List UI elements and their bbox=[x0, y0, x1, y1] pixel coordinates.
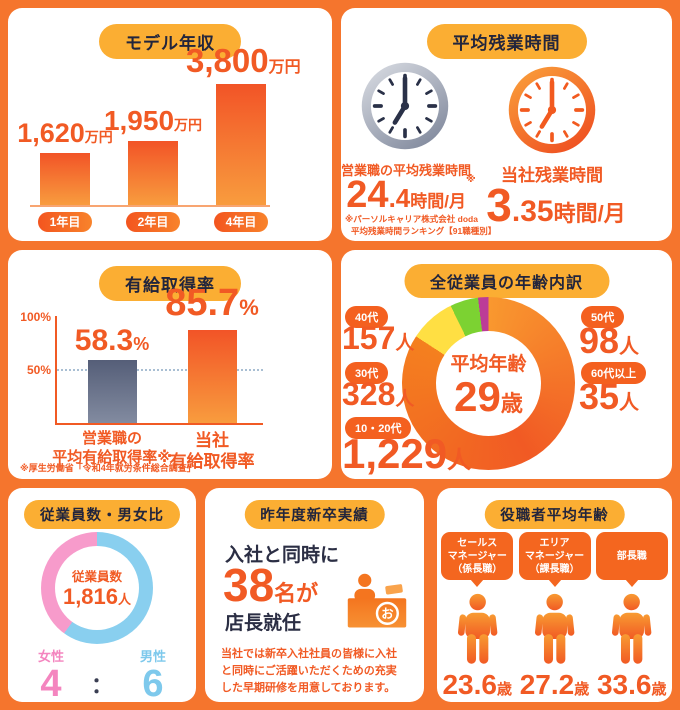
bar-value: 3,800万円 bbox=[186, 42, 301, 79]
bar-value: 1,620万円 bbox=[17, 118, 113, 148]
age-badge-10-20s: 10・20代 bbox=[345, 417, 412, 439]
age-donut-chart: 平均年齢 29歳 bbox=[402, 297, 575, 470]
age-badge-60s-over: 60代以上 bbox=[581, 362, 647, 384]
age-count-60s-over: 35人 bbox=[579, 376, 640, 417]
bar-year4 bbox=[216, 84, 266, 205]
company-overtime-caption: 当社残業時間 bbox=[501, 166, 603, 185]
employee-count-label: 従業員数 bbox=[71, 570, 122, 585]
age-count-30s: 328人 bbox=[342, 376, 415, 412]
recruit-headline-2: 38名が bbox=[223, 559, 319, 611]
manager-director: 部長職 33.6歳 bbox=[595, 532, 669, 701]
bar-value-industry: 58.3% bbox=[74, 324, 150, 357]
industry-overtime-caption: 営業職の平均残業時間 bbox=[341, 163, 472, 178]
paid-leave-footnote: ※厚生労働省「令和4年就労条件総合調査」 bbox=[20, 463, 196, 473]
panel-new-graduates: 昨年度新卒実績 入社と同時に 38名が 店長就任 お 当社では新卒入社社員の皆様… bbox=[205, 488, 424, 702]
panel-paid-leave: 有給取得率 100% 50% 58.3% 85.7% 営業職の 平均有給取得率※ … bbox=[8, 250, 332, 479]
clock-icon-gray bbox=[361, 62, 449, 150]
male-ratio: 男性 6 bbox=[139, 649, 166, 702]
gender-donut-chart: 従業員数 1,816人 bbox=[41, 532, 153, 644]
bar-industry-paid-leave bbox=[88, 360, 137, 423]
panel-title-badge: 役職者平均年齢 bbox=[484, 500, 625, 529]
female-ratio: 女性 4 bbox=[37, 649, 64, 702]
panel-age-breakdown: 全従業員の年齢内訳 平均年齢 29歳 40代 157人 30代 328人 10・… bbox=[341, 250, 672, 479]
manager-area: エリア マネージャー （課長職） 27.2歳 bbox=[518, 532, 592, 701]
panel-overtime: 平均残業時間 営業職の平均残業時間 24.4時間/月※ ※パーソルキャリア株式会… bbox=[341, 8, 672, 241]
age-badge-50s: 50代 bbox=[581, 306, 625, 328]
employee-count-value: 1,816人 bbox=[62, 584, 132, 610]
y-axis-label-50: 50% bbox=[26, 363, 51, 377]
speech-bubble: セールス マネージャー （係長職） bbox=[441, 532, 514, 580]
average-age-label: 平均年齢 bbox=[450, 354, 527, 375]
svg-text:お: お bbox=[381, 607, 393, 621]
gender-donut-center: 従業員数 1,816人 bbox=[55, 546, 139, 630]
manager-sales: セールス マネージャー （係長職） 23.6歳 bbox=[440, 532, 514, 701]
bar-label-year2: 2年目 bbox=[126, 212, 180, 232]
panel-title-badge: 有給取得率 bbox=[99, 266, 241, 301]
manager-age-value: 23.6歳 bbox=[442, 669, 512, 700]
panel-title-badge: 昨年度新卒実績 bbox=[244, 500, 385, 529]
y-axis bbox=[55, 316, 57, 425]
manager-age-value: 27.2歳 bbox=[519, 669, 590, 700]
bar-value: 1,950万円 bbox=[103, 105, 203, 136]
industry-overtime-value: 24.4時間/月※ bbox=[346, 174, 476, 216]
bar-year2 bbox=[128, 141, 178, 205]
overtime-footnote: ※パーソルキャリア株式会社 doda 平均残業時間ランキング【91職種別】 bbox=[345, 214, 497, 236]
bar-label-industry: 営業職の 平均有給取得率※ bbox=[52, 430, 172, 466]
age-donut-center: 平均年齢 29歳 bbox=[436, 331, 541, 436]
recruit-headline-3: 店長就任 bbox=[225, 613, 302, 634]
y-axis-label-100: 100% bbox=[20, 310, 51, 324]
average-age-value: 29歳 bbox=[454, 373, 523, 420]
panel-model-income: モデル年収 1,620万円 1,950万円 3,800万円 1年目 2年目 4年… bbox=[8, 8, 332, 241]
manager-columns: セールス マネージャー （係長職） 23.6歳 エリア マネージャー bbox=[437, 532, 672, 701]
age-count-40s: 157人 bbox=[342, 320, 415, 356]
bar-label-year4: 4年目 bbox=[214, 212, 268, 232]
speech-bubble: エリア マネージャー （課長職） bbox=[518, 532, 591, 580]
bar-label-company: 当社 有給取得率 bbox=[169, 431, 255, 472]
recruit-body-text: 当社では新卒入社社員の皆様に入社 と同時にご活躍いただくための充実 した早期研修… bbox=[221, 648, 397, 695]
age-count-50s: 98人 bbox=[579, 320, 640, 361]
panel-title-badge: モデル年収 bbox=[99, 24, 241, 59]
speech-bubble: 部長職 bbox=[595, 532, 668, 580]
person-icon bbox=[612, 593, 652, 664]
gender-ratio-row: 女性 4 ： 男性 6 bbox=[8, 646, 196, 702]
bar-label-year1: 1年目 bbox=[38, 212, 92, 232]
clock-icon-orange bbox=[508, 66, 596, 154]
x-axis bbox=[30, 205, 270, 207]
company-overtime-value: 3.35時間/月 bbox=[486, 179, 626, 231]
recruit-headline-1: 入社と同時に bbox=[225, 545, 340, 566]
person-icon bbox=[457, 593, 497, 664]
person-icon bbox=[534, 593, 575, 664]
store-counter-icon: お bbox=[347, 573, 407, 628]
manager-age-value: 33.6歳 bbox=[596, 669, 667, 700]
panel-manager-age: 役職者平均年齢 セールス マネージャー （係長職） 23.6歳 bbox=[437, 488, 672, 702]
x-axis bbox=[55, 423, 263, 425]
age-count-10-20s: 1,229人 bbox=[342, 430, 472, 477]
bar-year1 bbox=[40, 153, 90, 205]
panel-title-badge: 従業員数・男女比 bbox=[24, 500, 180, 529]
gridline-50 bbox=[57, 369, 263, 371]
age-badge-40s: 40代 bbox=[345, 306, 389, 328]
bar-company-paid-leave bbox=[188, 330, 237, 423]
panel-gender-ratio: 従業員数・男女比 従業員数 1,816人 女性 4 ： 男性 6 bbox=[8, 488, 196, 702]
panel-title-badge: 平均残業時間 bbox=[426, 24, 587, 59]
bar-value-company: 85.7% bbox=[165, 282, 259, 324]
age-badge-30s: 30代 bbox=[345, 362, 389, 384]
panel-title-badge: 全従業員の年齢内訳 bbox=[403, 264, 610, 298]
ratio-colon: ： bbox=[90, 673, 113, 698]
